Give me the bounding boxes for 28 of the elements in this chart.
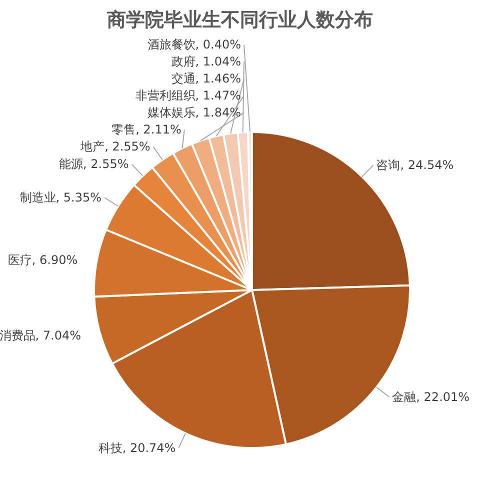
slice-label: 咨询 [376,158,400,172]
data-label: , 1.04% [195,54,241,69]
data-label: , 7.04% [35,328,81,342]
chart-title: 商学院毕业生不同行业人数分布 [106,9,373,31]
slice-label: 非营利组织 [135,88,196,103]
slice-label: 制造业 [20,190,56,205]
slice-label: 交通 [171,72,196,86]
slice-label: 能源 [58,157,83,172]
data-label: , 22.01% [416,390,470,404]
data-label: , 5.35% [56,190,102,205]
slice-label: 医疗 [8,252,32,267]
data-label: , 1.47% [195,88,241,103]
slice-label: 政府 [171,54,196,69]
data-label: , 2.55% [104,140,150,154]
data-label: , 20.74% [122,440,176,455]
slice-label: 媒体娱乐 [147,106,196,120]
slice-label: 金融 [392,390,416,404]
slice-label: 零售 [112,122,136,137]
data-label: , 1.46% [195,72,241,86]
data-label: , 1.84% [195,106,241,120]
data-label: , 24.54% [400,158,454,172]
data-label: , 2.11% [136,122,182,137]
data-label: , 0.40% [195,38,241,52]
data-label: , 2.55% [82,157,129,172]
data-label: , 6.90% [32,252,78,267]
slice-label: 科技 [98,440,122,455]
slice-label: 地产 [80,140,105,154]
slice-label: 酒旅餐饮 [147,38,196,52]
